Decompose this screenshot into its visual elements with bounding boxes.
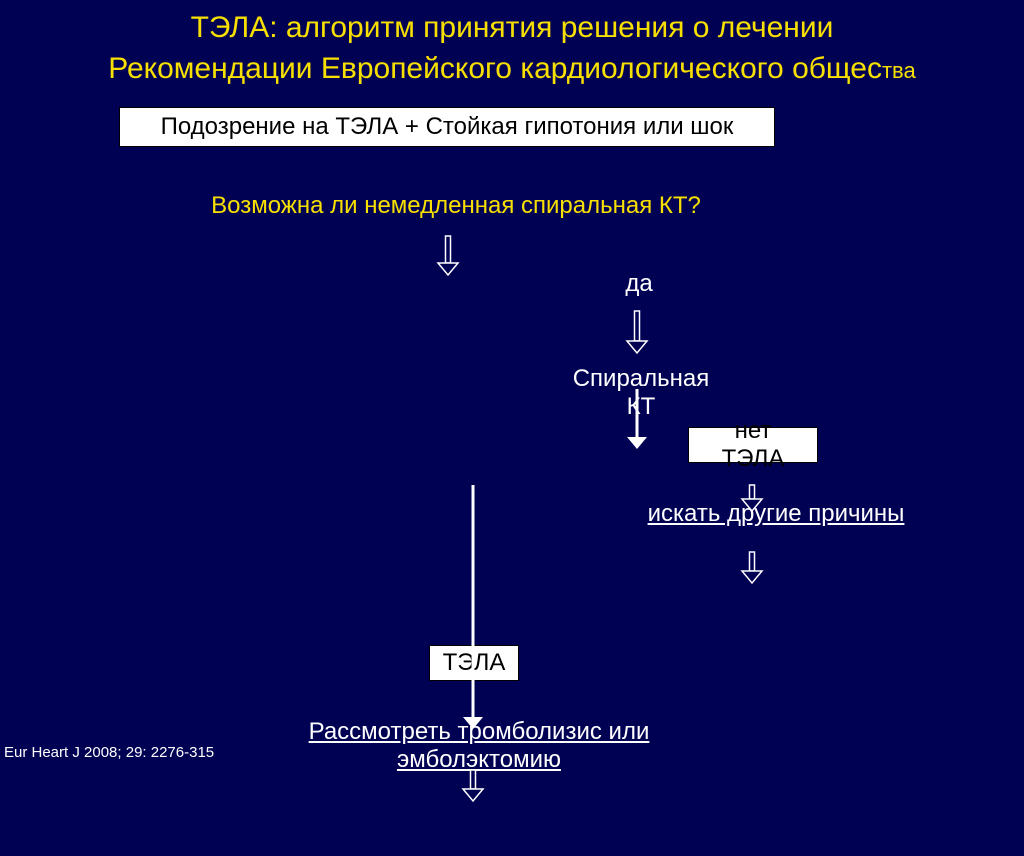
arrows-layer [0, 89, 1024, 856]
title-line-2: Рекомендации Европейского кардиологическ… [0, 49, 1024, 90]
title-line-1: ТЭЛА: алгоритм принятия решения о лечени… [0, 8, 1024, 49]
slide-title: ТЭЛА: алгоритм принятия решения о лечени… [0, 0, 1024, 89]
